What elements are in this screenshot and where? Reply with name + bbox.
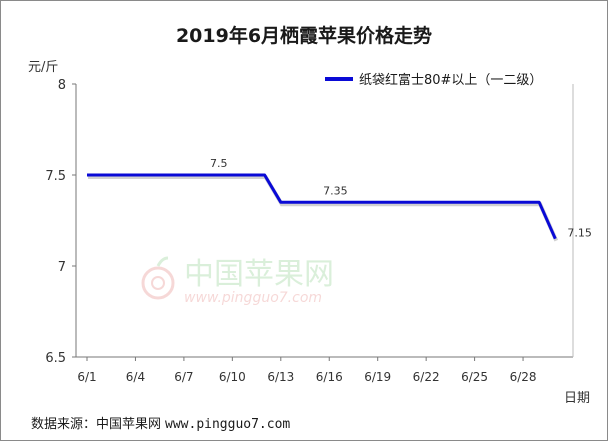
source-label: 数据来源：中国苹果网	[31, 417, 162, 432]
y-axis-unit: 元/斤	[28, 60, 59, 75]
watermark-name: 中国苹果网	[184, 257, 334, 292]
y-tick-label: 8	[58, 78, 66, 93]
x-tick-label: 6/25	[461, 370, 488, 384]
y-ticks: 6.5 7 7.5 8	[45, 78, 76, 366]
x-tick-label: 6/10	[219, 370, 246, 384]
x-tick-label: 6/19	[364, 370, 391, 384]
data-label: 7.5	[210, 157, 228, 170]
series-line-shadow	[88, 175, 559, 242]
source-site: www.pingguo7.com	[165, 417, 291, 432]
data-labels: 7.5 7.35 7.15	[210, 157, 592, 240]
watermark: 中国苹果网 www.pingguo7.com	[141, 256, 334, 306]
x-tick-label: 6/13	[267, 370, 294, 384]
x-axis-unit: 日期	[564, 391, 591, 406]
y-tick-label: 6.5	[45, 351, 66, 366]
x-tick-label: 6/22	[413, 370, 440, 384]
chart-title: 2019年6月栖霞苹果价格走势	[175, 25, 433, 47]
x-tick-label: 6/1	[77, 370, 96, 384]
y-tick-label: 7	[58, 260, 66, 275]
legend: 纸袋红富士80#以上（一二级）	[325, 69, 542, 88]
x-tick-label: 6/28	[510, 370, 537, 384]
legend-label: 纸袋红富士80#以上（一二级）	[359, 73, 543, 88]
legend-swatch	[325, 76, 353, 81]
series-line	[87, 173, 557, 240]
x-tick-label: 6/16	[316, 370, 343, 384]
series-group	[86, 173, 559, 242]
source-note: 数据来源：中国苹果网 www.pingguo7.com	[31, 413, 290, 432]
x-tick-label: 6/4	[126, 370, 145, 384]
data-label: 7.35	[323, 184, 348, 197]
x-tick-label: 6/7	[174, 370, 193, 384]
data-label: 7.15	[567, 227, 592, 240]
apple-logo-icon	[141, 256, 175, 300]
x-ticks: 6/1 6/4 6/7 6/10 6/13 6/16 6/19 6/22 6/25 6/28	[77, 357, 537, 384]
y-tick-label: 7.5	[45, 169, 66, 184]
watermark-url: www.pingguo7.com	[184, 290, 322, 306]
